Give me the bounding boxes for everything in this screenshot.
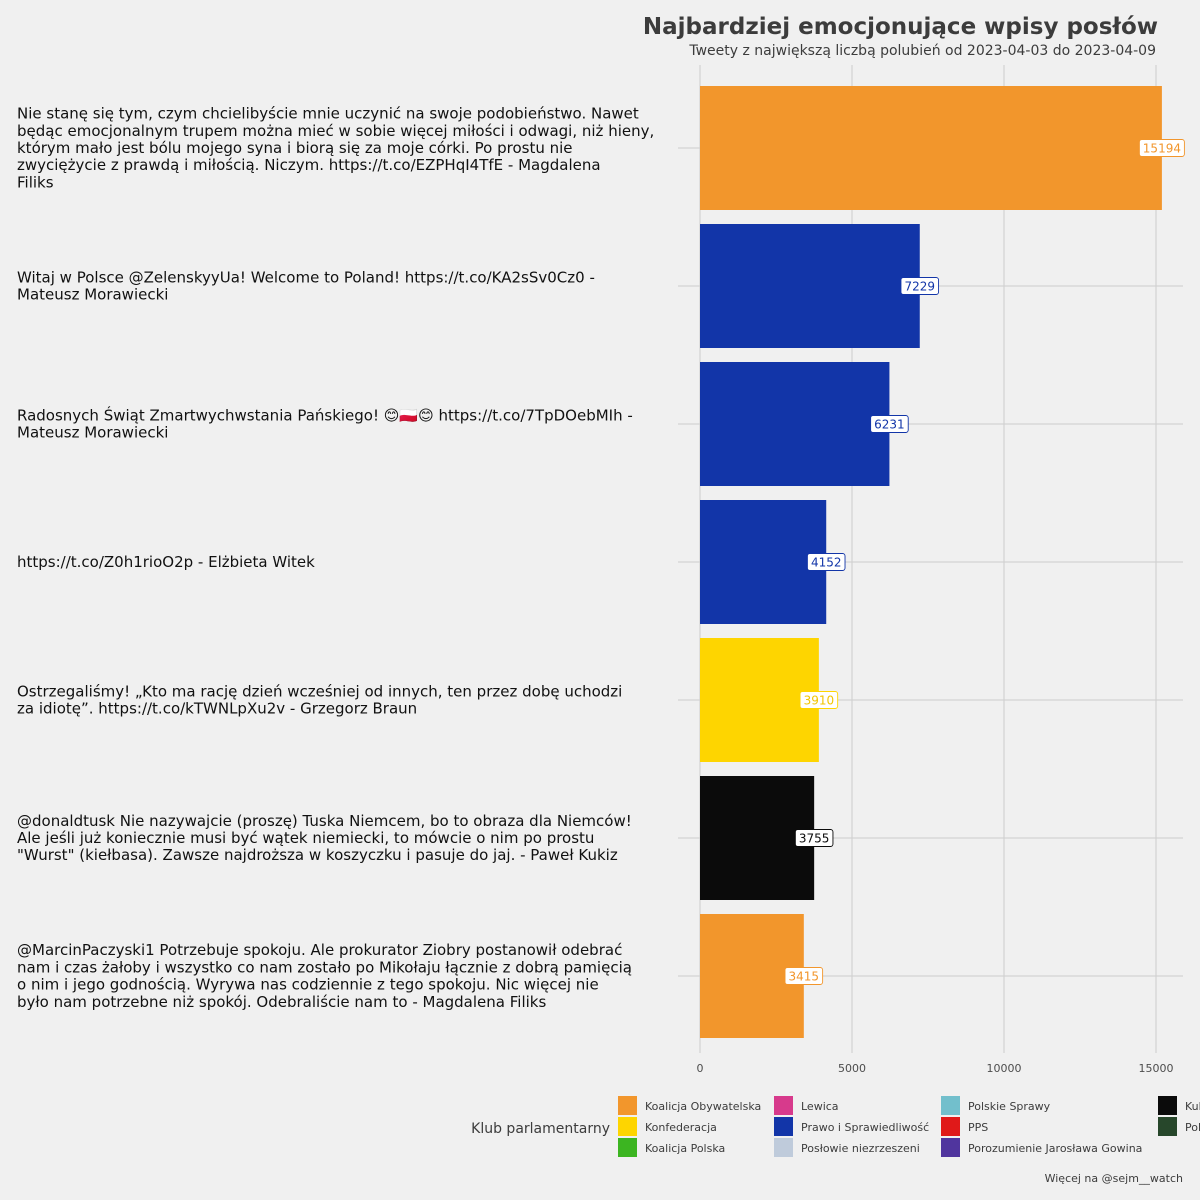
legend-label: Kukiz'15	[1185, 1100, 1200, 1113]
legend-swatch	[1158, 1117, 1177, 1136]
legend-title: Klub parlamentarny	[471, 1121, 610, 1137]
caption: Więcej na @sejm__watch	[1045, 1172, 1183, 1185]
value-label-text: 15194	[1143, 141, 1181, 155]
legend-swatch	[941, 1096, 960, 1115]
bar	[700, 500, 827, 624]
legend-swatch	[618, 1096, 637, 1115]
x-axis-ticks: 0 5000 10000 15000	[697, 1062, 1174, 1075]
legend-swatch	[774, 1138, 793, 1157]
value-label: 4152	[806, 553, 846, 571]
chart-title: Najbardziej emocjonujące wpisy posłów	[643, 14, 1158, 40]
chart-subtitle: Tweety z największą liczbą polubień od 2…	[688, 43, 1156, 59]
value-label-box	[900, 277, 940, 295]
legend: Klub parlamentarny Koalicja Obywatelska K…	[471, 1096, 1200, 1157]
value-label-box	[799, 691, 839, 709]
legend-label: Prawo i Sprawiedliwość	[801, 1121, 929, 1134]
legend-label: Polskie Sprawy	[968, 1100, 1051, 1113]
value-label-box	[1138, 139, 1185, 157]
x-tick-label: 15000	[1139, 1062, 1174, 1075]
category-label: Nie stanę się tym, czym chcielibyście mn…	[17, 105, 654, 192]
value-label-text: 6231	[874, 417, 905, 431]
legend-label: Posłowie niezrzeszeni	[801, 1142, 920, 1155]
legend-label: Konfederacja	[645, 1121, 717, 1134]
legend-label: Polska 2050	[1185, 1121, 1200, 1134]
value-label: 3910	[799, 691, 839, 709]
legend-label: Porozumienie Jarosława Gowina	[968, 1142, 1142, 1155]
legend-swatch	[618, 1138, 637, 1157]
value-label-text: 3415	[789, 969, 820, 983]
legend-item: Polska 2050	[1158, 1117, 1200, 1136]
category-label: Ostrzegaliśmy! „Kto ma rację dzień wcześ…	[17, 682, 622, 717]
legend-swatch	[618, 1117, 637, 1136]
value-label-text: 3910	[804, 693, 835, 707]
value-label: 7229	[900, 277, 940, 295]
legend-label: Koalicja Polska	[645, 1142, 725, 1155]
legend-swatch	[774, 1117, 793, 1136]
value-labels: 15194 7229 6231 4152 3910 3755 3415	[784, 139, 1185, 985]
category-label: Witaj w Polsce @ZelenskyyUa! Welcome to …	[17, 268, 595, 303]
legend-label: Koalicja Obywatelska	[645, 1100, 761, 1113]
value-label-text: 7229	[904, 279, 935, 293]
legend-item: Kukiz'15	[1158, 1096, 1200, 1115]
value-label-box	[784, 967, 824, 985]
legend-item: Konfederacja	[618, 1117, 717, 1136]
legend-swatch	[941, 1138, 960, 1157]
legend-item: Lewica	[774, 1096, 839, 1115]
value-label: 3755	[794, 829, 834, 847]
bar	[700, 224, 920, 348]
legend-label: PPS	[968, 1121, 988, 1134]
category-label: Radosnych Świąt Zmartwychwstania Pańskie…	[17, 405, 633, 441]
legend-item: PPS	[941, 1117, 988, 1136]
value-label-box	[806, 553, 846, 571]
value-label-text: 4152	[811, 555, 842, 569]
legend-item: Polskie Sprawy	[941, 1096, 1051, 1115]
bar	[700, 638, 819, 762]
bars	[700, 86, 1162, 1038]
legend-label: Lewica	[801, 1100, 839, 1113]
legend-item: Koalicja Polska	[618, 1138, 725, 1157]
value-label: 15194	[1138, 139, 1185, 157]
legend-swatch	[774, 1096, 793, 1115]
value-label-box	[870, 415, 909, 433]
value-label: 3415	[784, 967, 824, 985]
x-tick-label: 5000	[838, 1062, 866, 1075]
legend-item: Koalicja Obywatelska	[618, 1096, 761, 1115]
legend-swatch	[941, 1117, 960, 1136]
category-label: https://t.co/Z0h1rioO2p - Elżbieta Witek	[17, 553, 315, 571]
category-label: @MarcinPaczyski1 Potrzebuje spokoju. Ale…	[17, 941, 632, 1011]
legend-item: Prawo i Sprawiedliwość	[774, 1117, 929, 1136]
legend-item: Porozumienie Jarosława Gowina	[941, 1138, 1142, 1157]
value-label-text: 3755	[799, 831, 830, 845]
bar	[700, 86, 1162, 210]
category-label: @donaldtusk Nie nazywajcie (proszę) Tusk…	[17, 812, 632, 864]
category-labels: Nie stanę się tym, czym chcielibyście mn…	[17, 105, 654, 1011]
legend-swatch	[1158, 1096, 1177, 1115]
legend-item: Posłowie niezrzeszeni	[774, 1138, 920, 1157]
bar	[700, 362, 890, 486]
x-tick-label: 10000	[987, 1062, 1022, 1075]
value-label-box	[794, 829, 834, 847]
x-tick-label: 0	[697, 1062, 704, 1075]
value-label: 6231	[870, 415, 909, 433]
